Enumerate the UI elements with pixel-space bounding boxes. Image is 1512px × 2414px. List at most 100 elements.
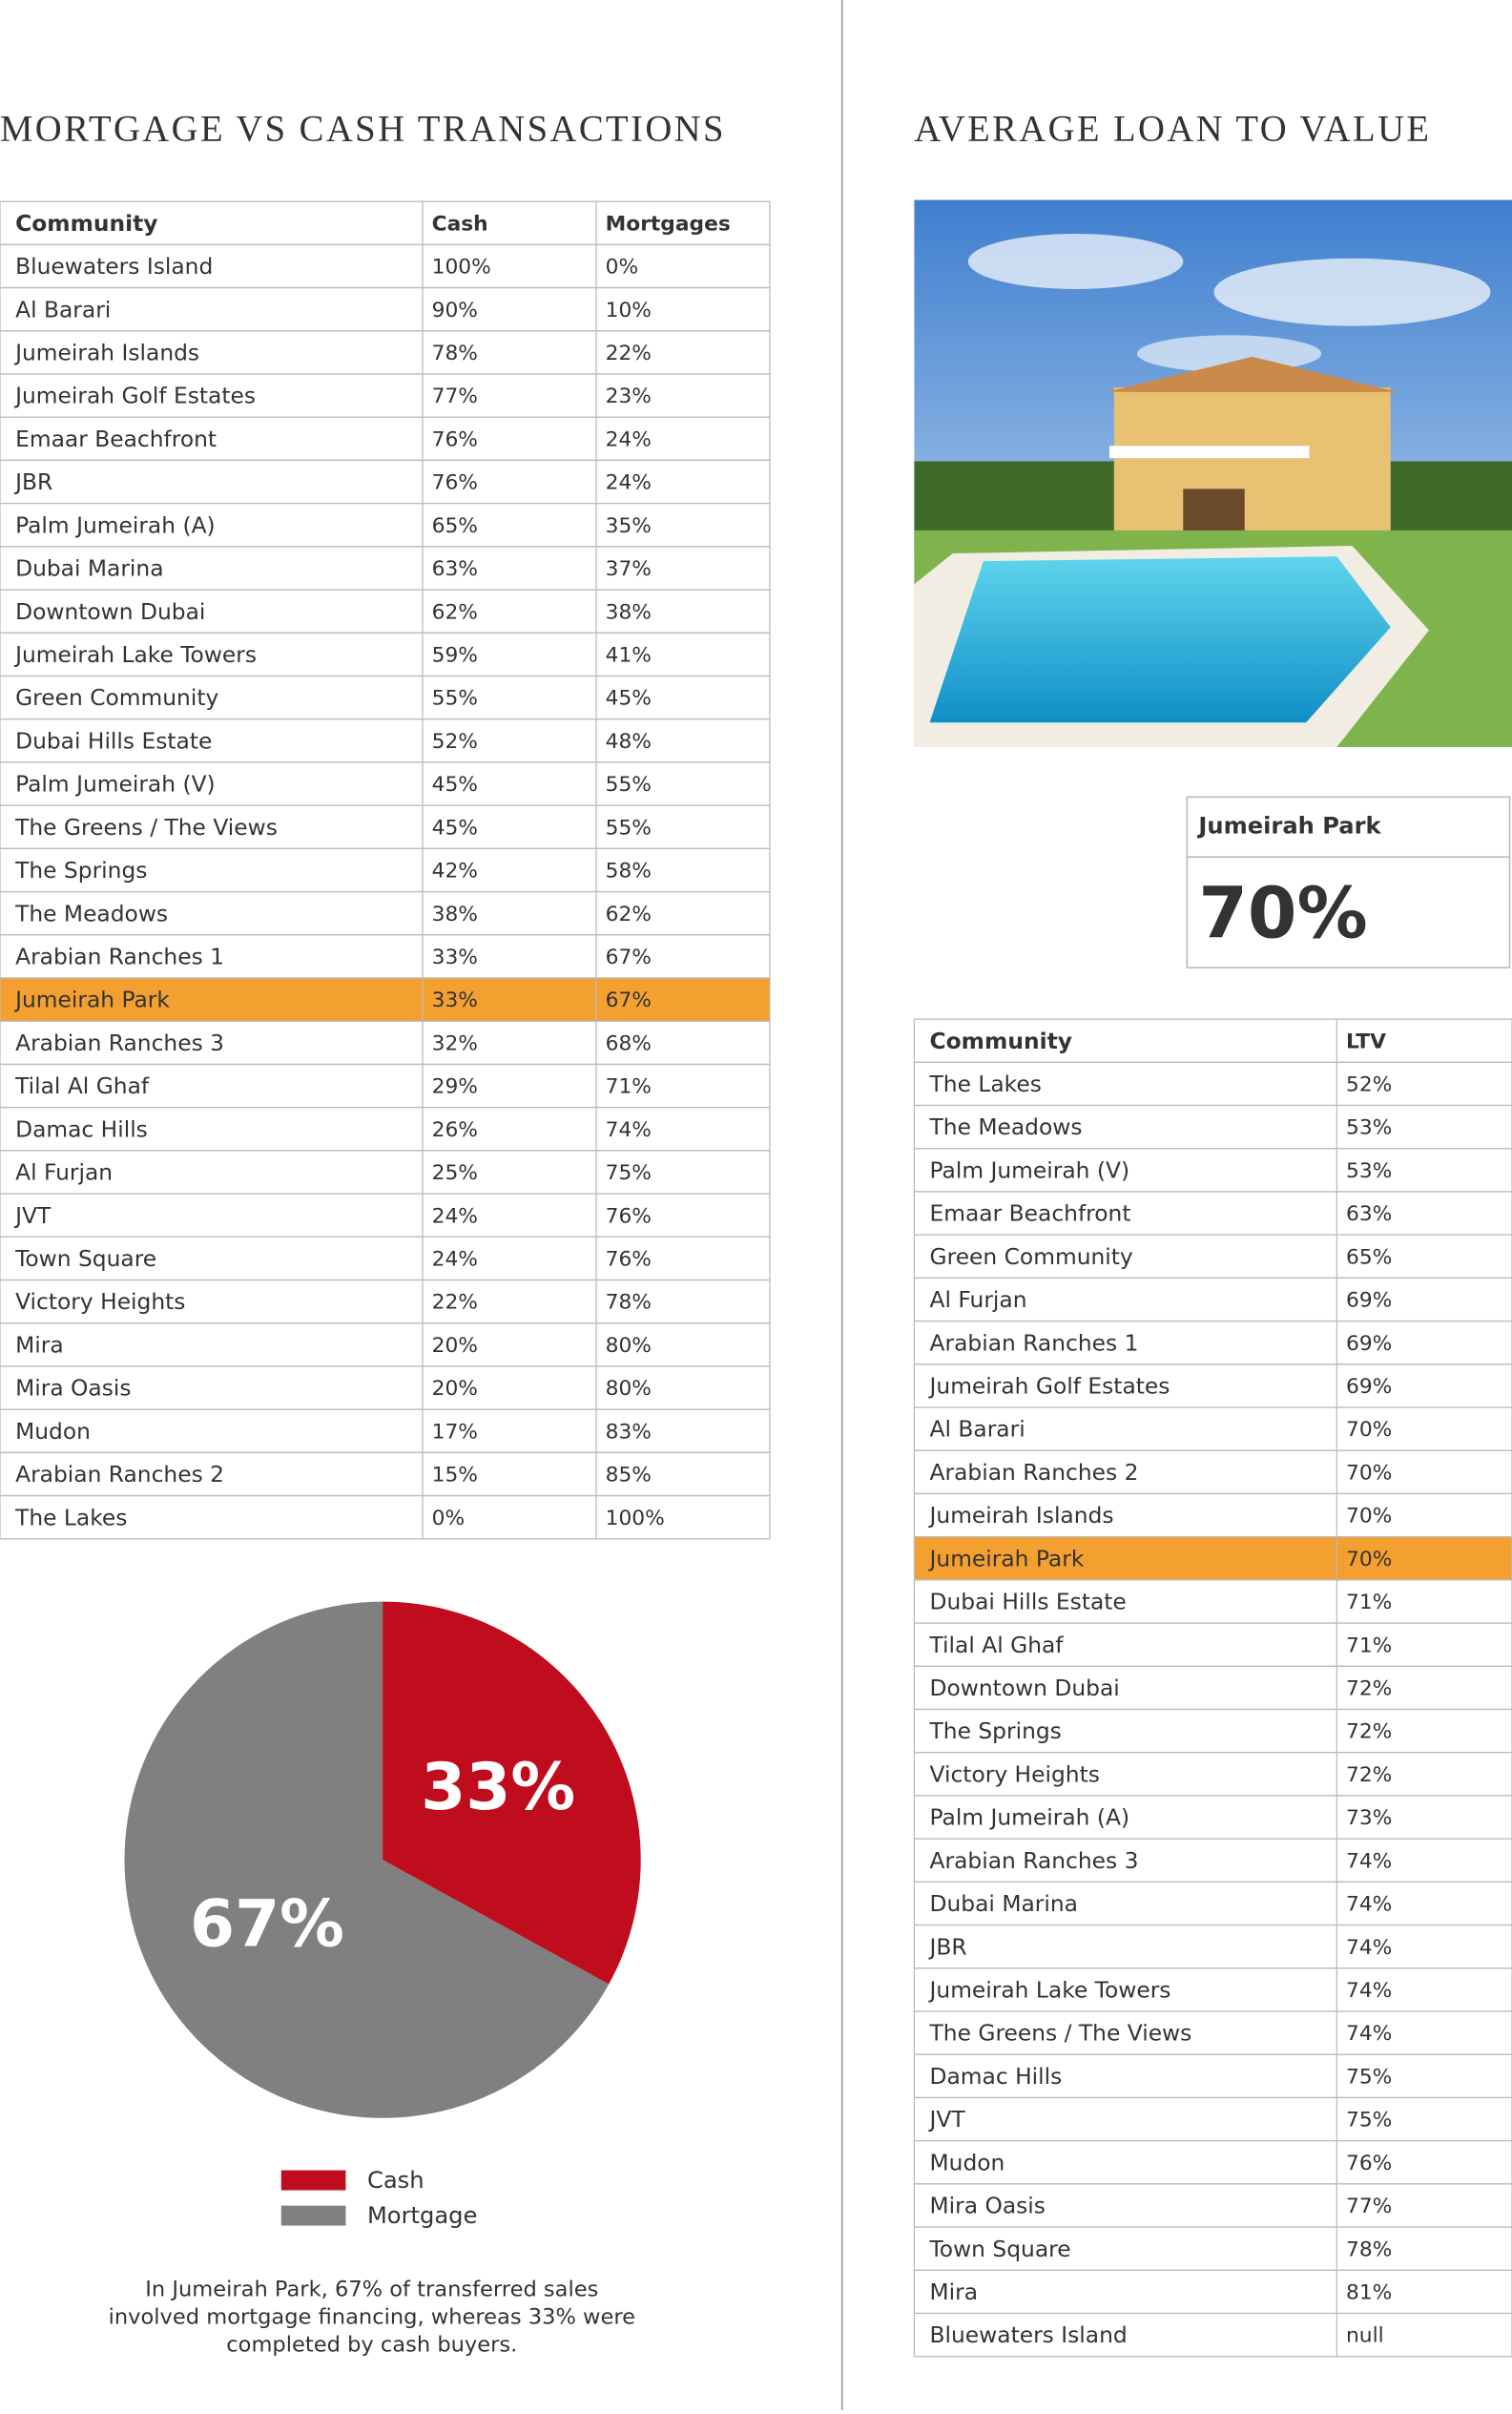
table-row (0, 1107, 771, 1152)
table-cell: 65% (432, 514, 478, 538)
table-cell: 63% (1346, 1202, 1392, 1226)
table-row (913, 2269, 1512, 2315)
table-cell: JVT (928, 2106, 966, 2133)
table-cell: 25% (432, 1161, 478, 1185)
table-row (913, 1492, 1512, 1538)
table-cell: 78% (1346, 2237, 1392, 2261)
table-cell: Arabian Ranches 1 (930, 1329, 1139, 1356)
table-row (0, 1322, 771, 1367)
table-row (913, 2096, 1512, 2142)
table-cell: Downtown Dubai (15, 598, 205, 625)
table-row (0, 459, 771, 505)
table-row (913, 2183, 1512, 2228)
table-row (913, 1881, 1512, 1926)
photo (914, 199, 1512, 747)
table-cell: Emaar Beachfront (15, 426, 217, 452)
table-cell: 52% (432, 730, 478, 754)
table-cell: Al Barari (930, 1416, 1025, 1443)
table-cell: 45% (432, 816, 478, 840)
table-cell: Tilal Al Ghaf (14, 1072, 150, 1099)
table-row (0, 675, 771, 720)
table-cell: 90% (432, 299, 478, 323)
featured-community: Jumeirah Park (1196, 813, 1381, 840)
table-row (913, 2312, 1512, 2358)
table-cell: 45% (606, 687, 652, 711)
table-cell: 74% (1346, 1936, 1392, 1960)
table-row (0, 330, 771, 375)
table-cell: 24% (432, 1248, 478, 1272)
table-cell: Jumeirah Golf Estates (13, 383, 256, 409)
table-cell: Arabian Ranches 1 (15, 944, 224, 970)
table-cell: 41% (606, 644, 652, 668)
table-cell: 80% (606, 1334, 652, 1358)
table-row (0, 890, 771, 936)
table-cell: The Greens / The Views (929, 2020, 1192, 2047)
table-row (913, 1579, 1512, 1624)
table-cell: 80% (606, 1377, 652, 1401)
legend-label: Cash (367, 2167, 425, 2194)
table-cell: Jumeirah Golf Estates (928, 1373, 1170, 1400)
table-row (913, 1277, 1512, 1322)
table-cell: 62% (606, 903, 652, 926)
table-cell: Al Furjan (15, 1159, 113, 1186)
table-cell: 71% (1346, 1591, 1392, 1614)
header-cell: LTV (1346, 1030, 1386, 1053)
table-cell: 73% (1346, 1806, 1392, 1830)
table-cell: Bluewaters Island (15, 253, 213, 280)
table-row (0, 373, 771, 418)
table-row (913, 1795, 1512, 1840)
table-row (913, 1104, 1512, 1150)
table-cell: 20% (432, 1377, 478, 1401)
table-cell: Tilal Al Ghaf (929, 1632, 1065, 1658)
table-cell: 24% (606, 471, 652, 495)
table-cell: 81% (1346, 2281, 1392, 2305)
caption: involved mortgage financing, whereas 33%… (109, 2305, 635, 2330)
table-cell: Damac Hills (15, 1115, 148, 1142)
table-cell: 74% (1346, 1893, 1392, 1917)
slice-label: 33% (421, 1749, 575, 1824)
table-cell: 72% (1346, 1763, 1392, 1787)
table-cell: Mira Oasis (15, 1375, 131, 1402)
table-cell: 74% (1346, 1849, 1392, 1873)
table-row (913, 1061, 1512, 1107)
table-cell: Downtown Dubai (930, 1675, 1120, 1701)
table-row (0, 1193, 771, 1238)
caption: completed by cash buyers. (226, 2333, 517, 2358)
table-cell: Jumeirah Islands (13, 340, 199, 366)
table-cell: The Lakes (929, 1071, 1042, 1097)
table-cell: 26% (432, 1118, 478, 1142)
table-row (0, 934, 771, 979)
table-cell: Town Square (14, 1245, 156, 1272)
table-cell: 76% (1346, 2152, 1392, 2175)
table-cell: Emaar Beachfront (930, 1200, 1131, 1227)
highlight-row (0, 977, 771, 1022)
table-cell: 15% (432, 1464, 478, 1488)
table-row (0, 1408, 771, 1454)
table-cell: 23% (606, 385, 652, 408)
table-cell: JBR (928, 1933, 967, 1960)
table-row (0, 200, 771, 246)
table-cell: 58% (606, 860, 652, 884)
section-title: AVERAGE LOAN TO VALUE (914, 110, 1431, 150)
table-cell: 65% (1346, 1245, 1392, 1269)
table-cell: 70% (1346, 1418, 1392, 1442)
table-cell: 76% (606, 1204, 652, 1228)
table-cell: 0% (606, 256, 638, 280)
table-cell: 0% (432, 1507, 465, 1530)
table-cell: Jumeirah Park (13, 987, 170, 1013)
table-cell: 52% (1346, 1073, 1392, 1097)
highlight-row (913, 1536, 1512, 1581)
table-row (0, 503, 771, 548)
table-cell: Town Square (929, 2236, 1071, 2262)
table-row (0, 1236, 771, 1281)
table-cell: Jumeirah Park (928, 1545, 1085, 1571)
table-cell: 32% (432, 1031, 478, 1055)
table-row (913, 1148, 1512, 1193)
table-cell: 68% (606, 1031, 652, 1055)
pie-slice (124, 1601, 610, 2118)
table-cell: Mudon (930, 2149, 1005, 2175)
table-cell: 70% (1346, 1548, 1392, 1571)
table-cell: 67% (606, 988, 652, 1012)
table-cell: 83% (606, 1420, 652, 1444)
